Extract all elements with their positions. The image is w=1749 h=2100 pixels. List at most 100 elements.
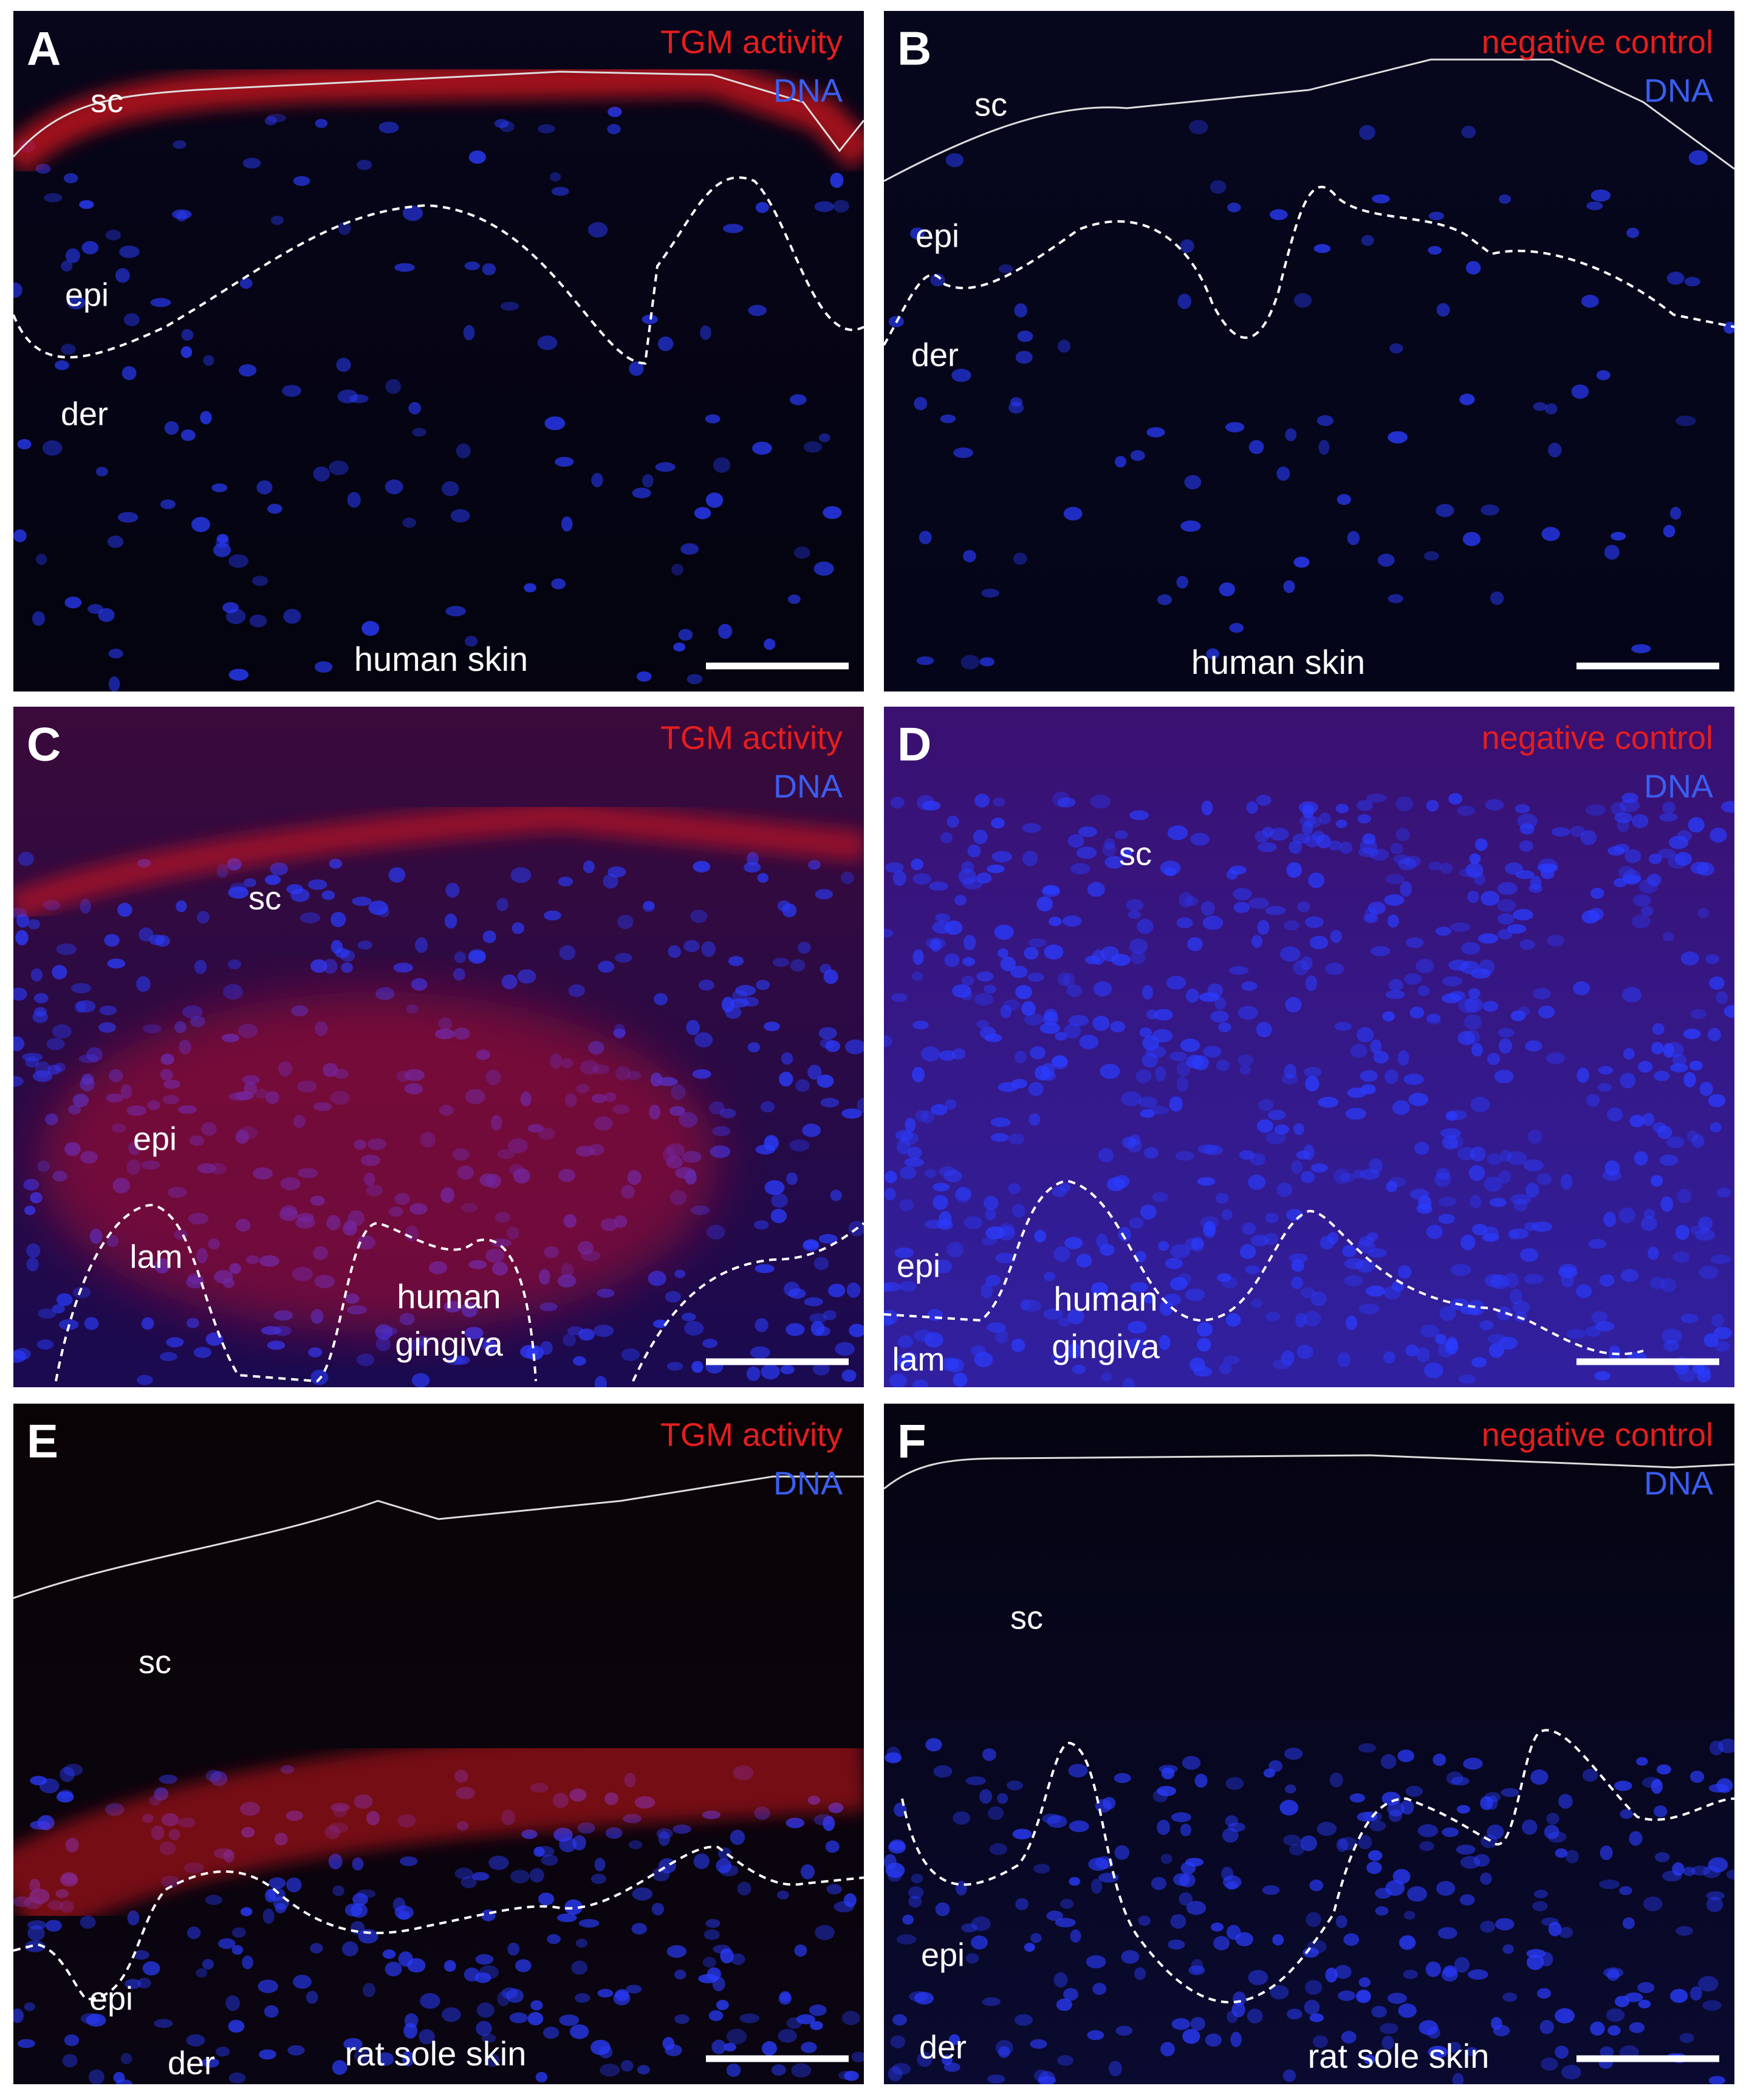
nucleus (891, 993, 908, 1003)
nucleus (1614, 877, 1627, 888)
nucleus (703, 1929, 720, 1940)
nucleus (1670, 1989, 1688, 2003)
nucleus (1109, 2061, 1122, 2077)
nucleus (984, 1034, 1002, 1043)
nucleus (1442, 976, 1463, 986)
nucleus (1397, 1749, 1415, 1762)
nucleus (558, 876, 573, 887)
nucleus (1141, 1052, 1159, 1068)
nucleus (1014, 2014, 1033, 2026)
nucleus (1141, 985, 1154, 1000)
nucleus (1221, 1209, 1233, 1220)
nucleus (537, 335, 558, 351)
nucleus (924, 1332, 943, 1348)
nucleus (708, 2010, 724, 2022)
stain-label: TGM activity (660, 1416, 843, 1453)
tissue-label: human (397, 1277, 501, 1316)
nucleus (1078, 826, 1097, 837)
nucleus (915, 1110, 929, 1122)
nucleus (693, 860, 711, 873)
nucleus (626, 1985, 642, 1994)
nucleus (1168, 1939, 1185, 1950)
nucleus (750, 1346, 770, 1359)
nucleus (814, 201, 834, 212)
nucleus (484, 2054, 501, 2067)
tissue-label: human (1053, 1280, 1157, 1318)
nucleus (1672, 1862, 1685, 1876)
nucleus (1242, 1222, 1256, 1235)
nucleus (1426, 1013, 1441, 1023)
nucleus (909, 1991, 928, 2002)
nucleus (1690, 1009, 1706, 1020)
nucleus (838, 2070, 854, 2080)
nucleus (1103, 1797, 1116, 1810)
nucleus (896, 1354, 913, 1368)
nucleus (530, 2000, 543, 2011)
nucleus (1090, 794, 1111, 809)
nucleus (1726, 1869, 1734, 1879)
nucleus (1586, 1094, 1600, 1107)
nucleus (385, 479, 403, 495)
nucleus (1688, 817, 1705, 833)
nucleus (1335, 1915, 1347, 1929)
nucleus (1545, 1052, 1566, 1065)
nucleus (537, 124, 555, 134)
nucleus (756, 980, 770, 990)
nucleus (1166, 975, 1186, 990)
nucleus (1459, 393, 1475, 405)
nucleus (631, 1923, 647, 1935)
nucleus (564, 1899, 583, 1915)
nucleus (1258, 1099, 1274, 1111)
nucleus (62, 2054, 78, 2068)
nucleus (818, 433, 830, 442)
nucleus (884, 1317, 894, 1326)
nucleus (119, 245, 140, 258)
nucleus (352, 896, 372, 906)
nucleus (481, 2033, 496, 2043)
nucleus (22, 1052, 43, 1062)
nucleus (231, 1945, 244, 1955)
nucleus (1631, 914, 1651, 928)
nucleus (760, 1101, 775, 1113)
nucleus (1012, 1204, 1025, 1218)
nucleus (354, 2048, 372, 2064)
nucleus (1015, 1898, 1029, 1910)
nucleus (952, 1048, 966, 1060)
nucleus (1272, 1934, 1284, 1946)
nucleus (1114, 456, 1126, 468)
nucleus (614, 953, 632, 963)
nucleus (1367, 1850, 1383, 1861)
nucleus (1157, 1819, 1171, 1835)
nucleus (1428, 861, 1442, 871)
nucleus (987, 1806, 1004, 1820)
nucleus (730, 1953, 745, 1965)
nucleus (402, 205, 423, 221)
nucleus (501, 1987, 518, 1999)
nucleus (1465, 862, 1484, 878)
nucleus (1280, 946, 1301, 962)
nucleus (142, 1961, 160, 1976)
nucleus (1350, 1043, 1367, 1058)
nucleus (264, 874, 281, 885)
nucleus (1497, 882, 1518, 895)
nucleus (1463, 1757, 1483, 1770)
nucleus (1185, 1288, 1205, 1302)
nucleus (456, 443, 471, 459)
nucleus (1649, 1277, 1666, 1289)
nucleus (211, 483, 228, 493)
nucleus (1404, 1910, 1415, 1920)
nucleus (1636, 1757, 1648, 1766)
nucleus (1706, 1891, 1725, 1900)
nucleus (884, 1035, 892, 1047)
nucleus (967, 844, 981, 858)
nucleus (80, 898, 91, 914)
region-label: sc (248, 880, 281, 916)
nucleus (707, 1967, 722, 1982)
nucleus (1457, 805, 1475, 816)
nucleus (1498, 1170, 1511, 1184)
nucleus (1480, 504, 1499, 516)
nucleus (1654, 1071, 1670, 1082)
nucleus (1462, 532, 1481, 546)
nucleus (1590, 887, 1604, 899)
nucleus (1436, 1881, 1456, 1896)
